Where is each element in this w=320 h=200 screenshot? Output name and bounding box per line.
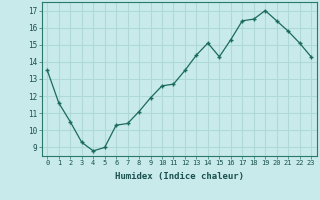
X-axis label: Humidex (Indice chaleur): Humidex (Indice chaleur) (115, 172, 244, 181)
